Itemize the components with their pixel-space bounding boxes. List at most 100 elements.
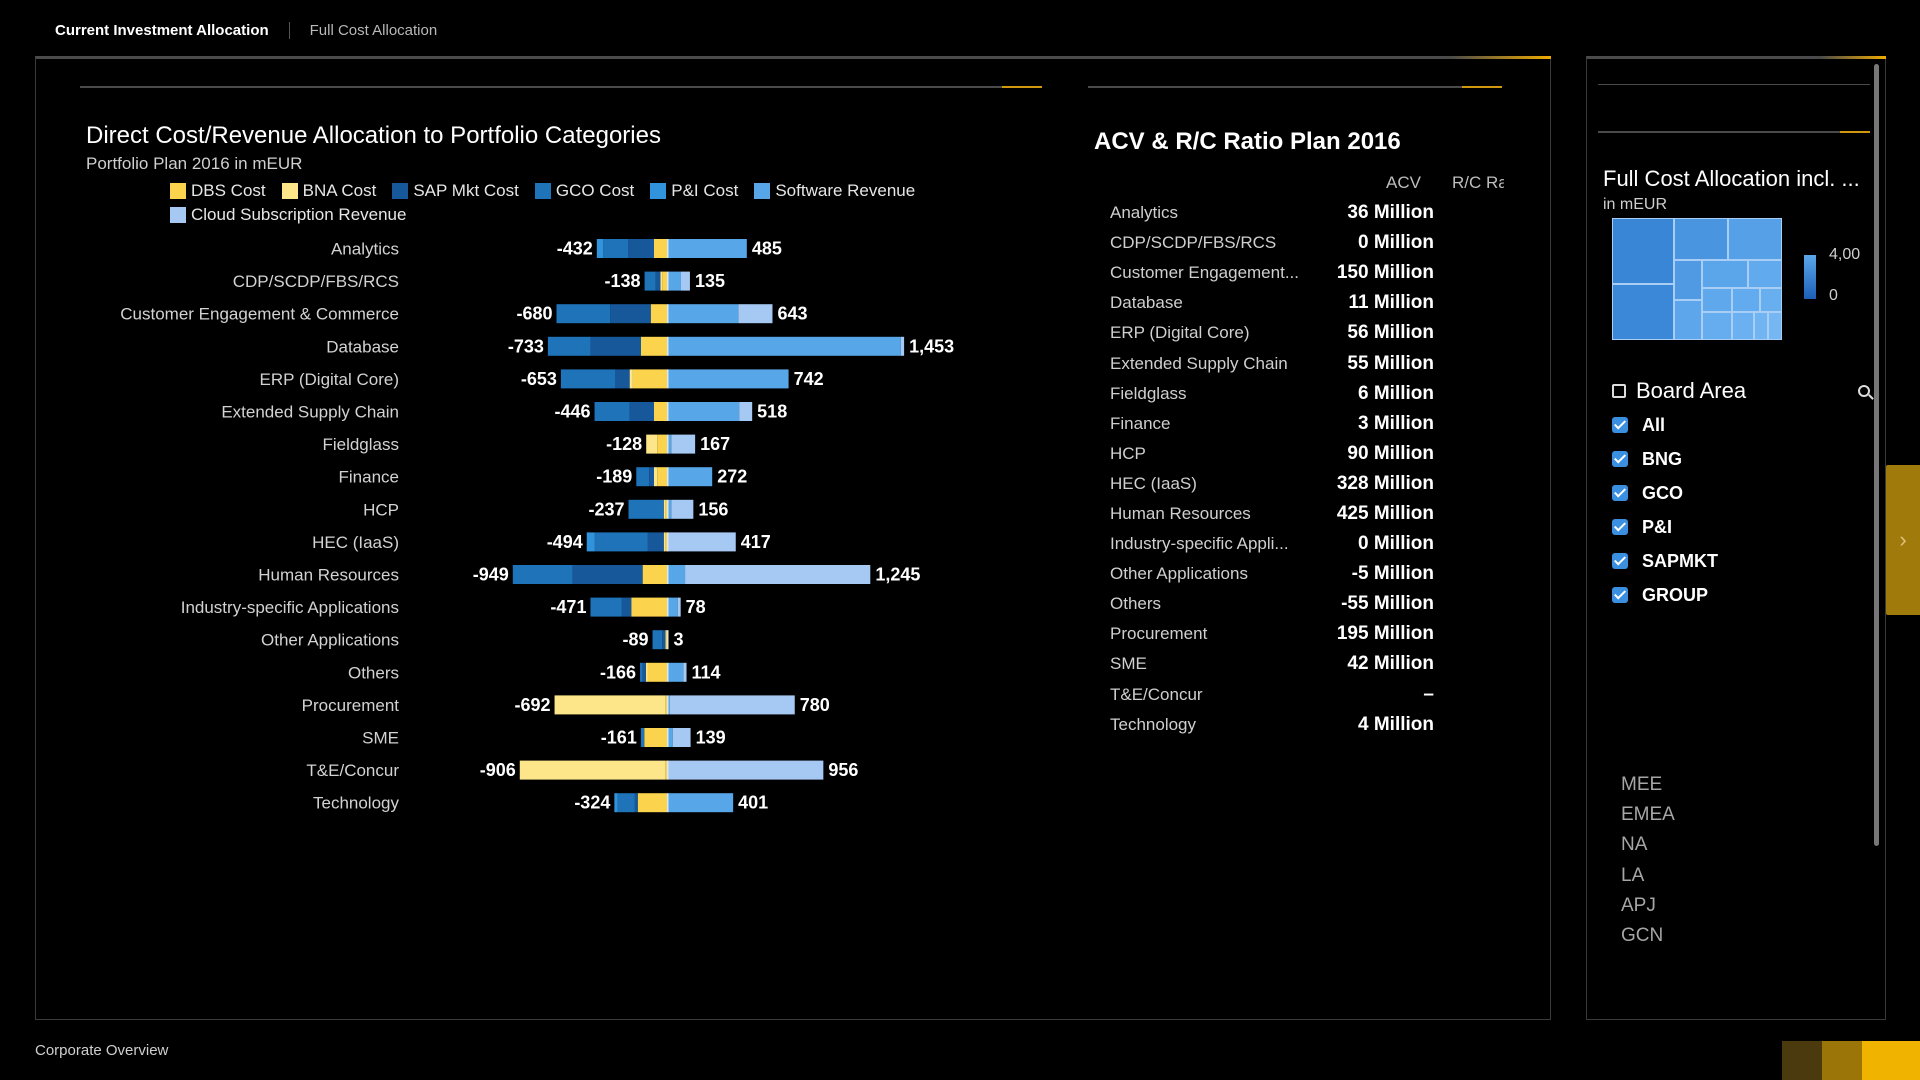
bar-segment-revenue[interactable]: [668, 271, 681, 291]
bar-segment-cost[interactable]: [665, 695, 667, 715]
bar-segment-cost[interactable]: [646, 434, 658, 454]
bar-segment-revenue[interactable]: [900, 336, 905, 356]
bar-segment-cost[interactable]: [642, 662, 646, 682]
bar-segment-revenue[interactable]: [677, 597, 681, 617]
bar-segment-cost[interactable]: [657, 467, 667, 487]
legend-item[interactable]: SAP Mkt Cost: [392, 180, 519, 202]
bar-segment-revenue[interactable]: [668, 402, 740, 421]
acv-row[interactable]: Others -55 Million: [1110, 589, 1510, 619]
search-icon[interactable]: [1858, 385, 1870, 397]
bar-segment-cost[interactable]: [657, 434, 667, 454]
treemap-cell[interactable]: [1702, 312, 1732, 340]
bar-segment-revenue[interactable]: [668, 304, 739, 324]
bar-segment-revenue[interactable]: [671, 434, 696, 454]
bar-segment-revenue[interactable]: [668, 793, 734, 813]
legend-item[interactable]: BNA Cost: [281, 180, 376, 202]
board-area-checkbox[interactable]: P&I: [1612, 510, 1718, 544]
bar-segment-cost[interactable]: [621, 597, 632, 617]
bar-segment-cost[interactable]: [647, 662, 668, 682]
bar-segment-revenue[interactable]: [668, 662, 684, 682]
acv-row[interactable]: Industry-specific Appli... 0 Million: [1110, 529, 1510, 559]
bar-segment-cost[interactable]: [594, 402, 630, 421]
bar-segment-cost[interactable]: [662, 630, 666, 650]
bar-segment-cost[interactable]: [610, 304, 651, 324]
bar-segment-cost[interactable]: [629, 369, 633, 389]
legend-item[interactable]: P&I Cost: [650, 180, 738, 202]
bar-segment-cost[interactable]: [572, 565, 643, 584]
acv-row[interactable]: ERP (Digital Core) 56 Million: [1110, 318, 1510, 348]
expand-panel-tab[interactable]: ›: [1886, 465, 1920, 615]
region-item[interactable]: MEE: [1621, 774, 1663, 795]
acv-row[interactable]: Human Resources 425 Million: [1110, 499, 1510, 529]
bar-segment-revenue[interactable]: [672, 728, 691, 747]
bar-segment-cost[interactable]: [628, 499, 664, 519]
acv-row[interactable]: SME 42 Million: [1110, 649, 1510, 679]
legend-item[interactable]: Cloud Subscription Revenue: [170, 204, 406, 226]
bar-segment-cost[interactable]: [614, 793, 618, 813]
acv-row[interactable]: Customer Engagement... 150 Million: [1110, 258, 1510, 288]
bar-segment-cost[interactable]: [512, 565, 573, 584]
board-area-checkbox[interactable]: BNG: [1612, 442, 1718, 476]
bar-segment-cost[interactable]: [603, 239, 628, 258]
treemap-cell[interactable]: [1674, 218, 1728, 260]
bar-segment-cost[interactable]: [590, 336, 641, 356]
bar-segment-revenue[interactable]: [668, 369, 789, 389]
board-area-checkbox[interactable]: SAPMKT: [1612, 544, 1718, 578]
bar-segment-cost[interactable]: [644, 271, 656, 291]
bar-segment-cost[interactable]: [556, 304, 611, 324]
bar-segment-cost[interactable]: [519, 760, 666, 780]
treemap-cell[interactable]: [1674, 300, 1702, 340]
treemap-cell[interactable]: [1768, 312, 1782, 340]
bar-segment-revenue[interactable]: [668, 434, 672, 454]
bar-segment-cost[interactable]: [660, 271, 663, 291]
bar-segment-revenue[interactable]: [685, 565, 871, 584]
bar-segment-cost[interactable]: [663, 499, 666, 519]
bar-segment-revenue[interactable]: [668, 336, 901, 356]
treemap-cell[interactable]: [1760, 288, 1782, 312]
bar-segment-cost[interactable]: [647, 532, 664, 552]
bar-segment-revenue[interactable]: [668, 467, 713, 487]
bar-segment-revenue[interactable]: [668, 239, 747, 258]
treemap[interactable]: [1612, 218, 1782, 340]
bar-segment-revenue[interactable]: [668, 760, 824, 780]
bar-segment-cost[interactable]: [590, 597, 622, 617]
bar-segment-cost[interactable]: [650, 304, 667, 324]
bar-segment-cost[interactable]: [665, 532, 667, 552]
bar-segment-cost[interactable]: [615, 369, 630, 389]
checkbox-checked-icon[interactable]: [1612, 485, 1628, 501]
bar-segment-cost[interactable]: [640, 728, 645, 747]
acv-column-rc-ratio[interactable]: R/C Ra: [1452, 173, 1504, 192]
checkbox-checked-icon[interactable]: [1612, 587, 1628, 603]
bar-segment-cost[interactable]: [645, 662, 648, 682]
region-item[interactable]: APJ: [1621, 894, 1656, 916]
checkbox-checked-icon[interactable]: [1612, 451, 1628, 467]
bar-segment-cost[interactable]: [637, 793, 667, 813]
tab-full-cost-allocation[interactable]: Full Cost Allocation: [288, 21, 458, 39]
acv-row[interactable]: HEC (IaaS) 328 Million: [1110, 469, 1510, 499]
bar-segment-cost[interactable]: [641, 336, 667, 356]
treemap-cell[interactable]: [1702, 288, 1732, 312]
treemap-cell[interactable]: [1732, 312, 1754, 340]
legend-item[interactable]: DBS Cost: [170, 180, 266, 202]
treemap-cell[interactable]: [1612, 218, 1674, 284]
bar-segment-cost[interactable]: [665, 630, 667, 650]
bar-segment-cost[interactable]: [642, 565, 667, 584]
bar-segment-cost[interactable]: [632, 369, 667, 389]
bar-segment-revenue[interactable]: [668, 695, 670, 715]
treemap-cell[interactable]: [1732, 288, 1760, 312]
bar-segment-cost[interactable]: [649, 467, 654, 487]
bar-segment-revenue[interactable]: [668, 532, 736, 552]
acv-row[interactable]: T&E/Concur –: [1110, 680, 1510, 710]
bar-segment-cost[interactable]: [665, 499, 667, 519]
treemap-cell[interactable]: [1748, 260, 1782, 288]
bar-segment-cost[interactable]: [665, 760, 667, 780]
region-item[interactable]: EMEA: [1621, 804, 1675, 826]
bar-segment-revenue[interactable]: [668, 597, 678, 617]
bar-segment-revenue[interactable]: [681, 271, 690, 291]
treemap-cell[interactable]: [1674, 260, 1702, 300]
treemap-cell[interactable]: [1702, 260, 1748, 288]
bar-segment-revenue[interactable]: [738, 304, 773, 324]
tab-current-investment-allocation[interactable]: Current Investment Allocation: [55, 21, 269, 39]
treemap-cell[interactable]: [1612, 284, 1674, 340]
acv-row[interactable]: Finance 3 Million: [1110, 409, 1510, 439]
